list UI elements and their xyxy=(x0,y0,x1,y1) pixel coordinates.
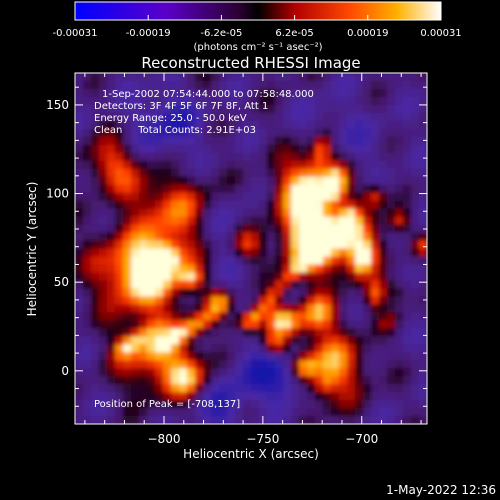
colorbar-units-label: (photons cm⁻² s⁻¹ asec⁻²) xyxy=(193,42,322,53)
annotation-time-range: 1-Sep-2002 07:54:44.000 to 07:58:48.000 xyxy=(102,89,314,100)
x-tick-label: −700 xyxy=(345,432,378,446)
colorbar-tick-label: 6.2e-05 xyxy=(275,28,313,39)
y-axis-ticks: 0 50 100 150 xyxy=(46,86,427,407)
plot-frame xyxy=(74,72,428,425)
x-tick-label: −750 xyxy=(246,432,279,446)
image-annotations: 1-Sep-2002 07:54:44.000 to 07:58:48.000 … xyxy=(94,89,314,410)
x-axis-ticks: −800 −750 −700 xyxy=(84,73,422,446)
chart-title: Reconstructed RHESSI Image xyxy=(141,54,360,72)
y-tick-label: 100 xyxy=(46,187,69,201)
colorbar-tick-label: 0.00031 xyxy=(420,28,461,39)
colorbar-tick-label: 0.00019 xyxy=(347,28,388,39)
colorbar-tick-labels: -0.00031 -0.00019 -6.2e-05 6.2e-05 0.00019 0.… xyxy=(53,28,462,39)
annotation-detectors: Detectors: 3F 4F 5F 6F 7F 8F, Att 1 xyxy=(94,101,268,112)
annotation-energy-range: Energy Range: 25.0 - 50.0 keV xyxy=(94,113,247,124)
timestamp: 1-May-2022 12:36 xyxy=(386,483,496,497)
y-axis-label: Heliocentric Y (arcsec) xyxy=(25,182,39,317)
y-tick-label: 50 xyxy=(54,275,69,289)
annotation-clean-counts: Clean Total Counts: 2.91E+03 xyxy=(94,125,256,136)
colorbar-tick-label: -0.00019 xyxy=(126,28,171,39)
colorbar-ticks xyxy=(74,15,442,20)
colorbar-tick-label: -0.00031 xyxy=(53,28,98,39)
annotation-peak-position: Position of Peak = [-708,137] xyxy=(94,399,240,410)
colorbar xyxy=(74,1,442,21)
x-axis-label: Heliocentric X (arcsec) xyxy=(183,447,319,461)
x-tick-label: −800 xyxy=(148,432,181,446)
y-tick-label: 0 xyxy=(61,364,69,378)
heatmap-cells xyxy=(75,73,427,424)
y-tick-label: 150 xyxy=(46,98,69,112)
colorbar-tick-label: -6.2e-05 xyxy=(200,28,242,39)
